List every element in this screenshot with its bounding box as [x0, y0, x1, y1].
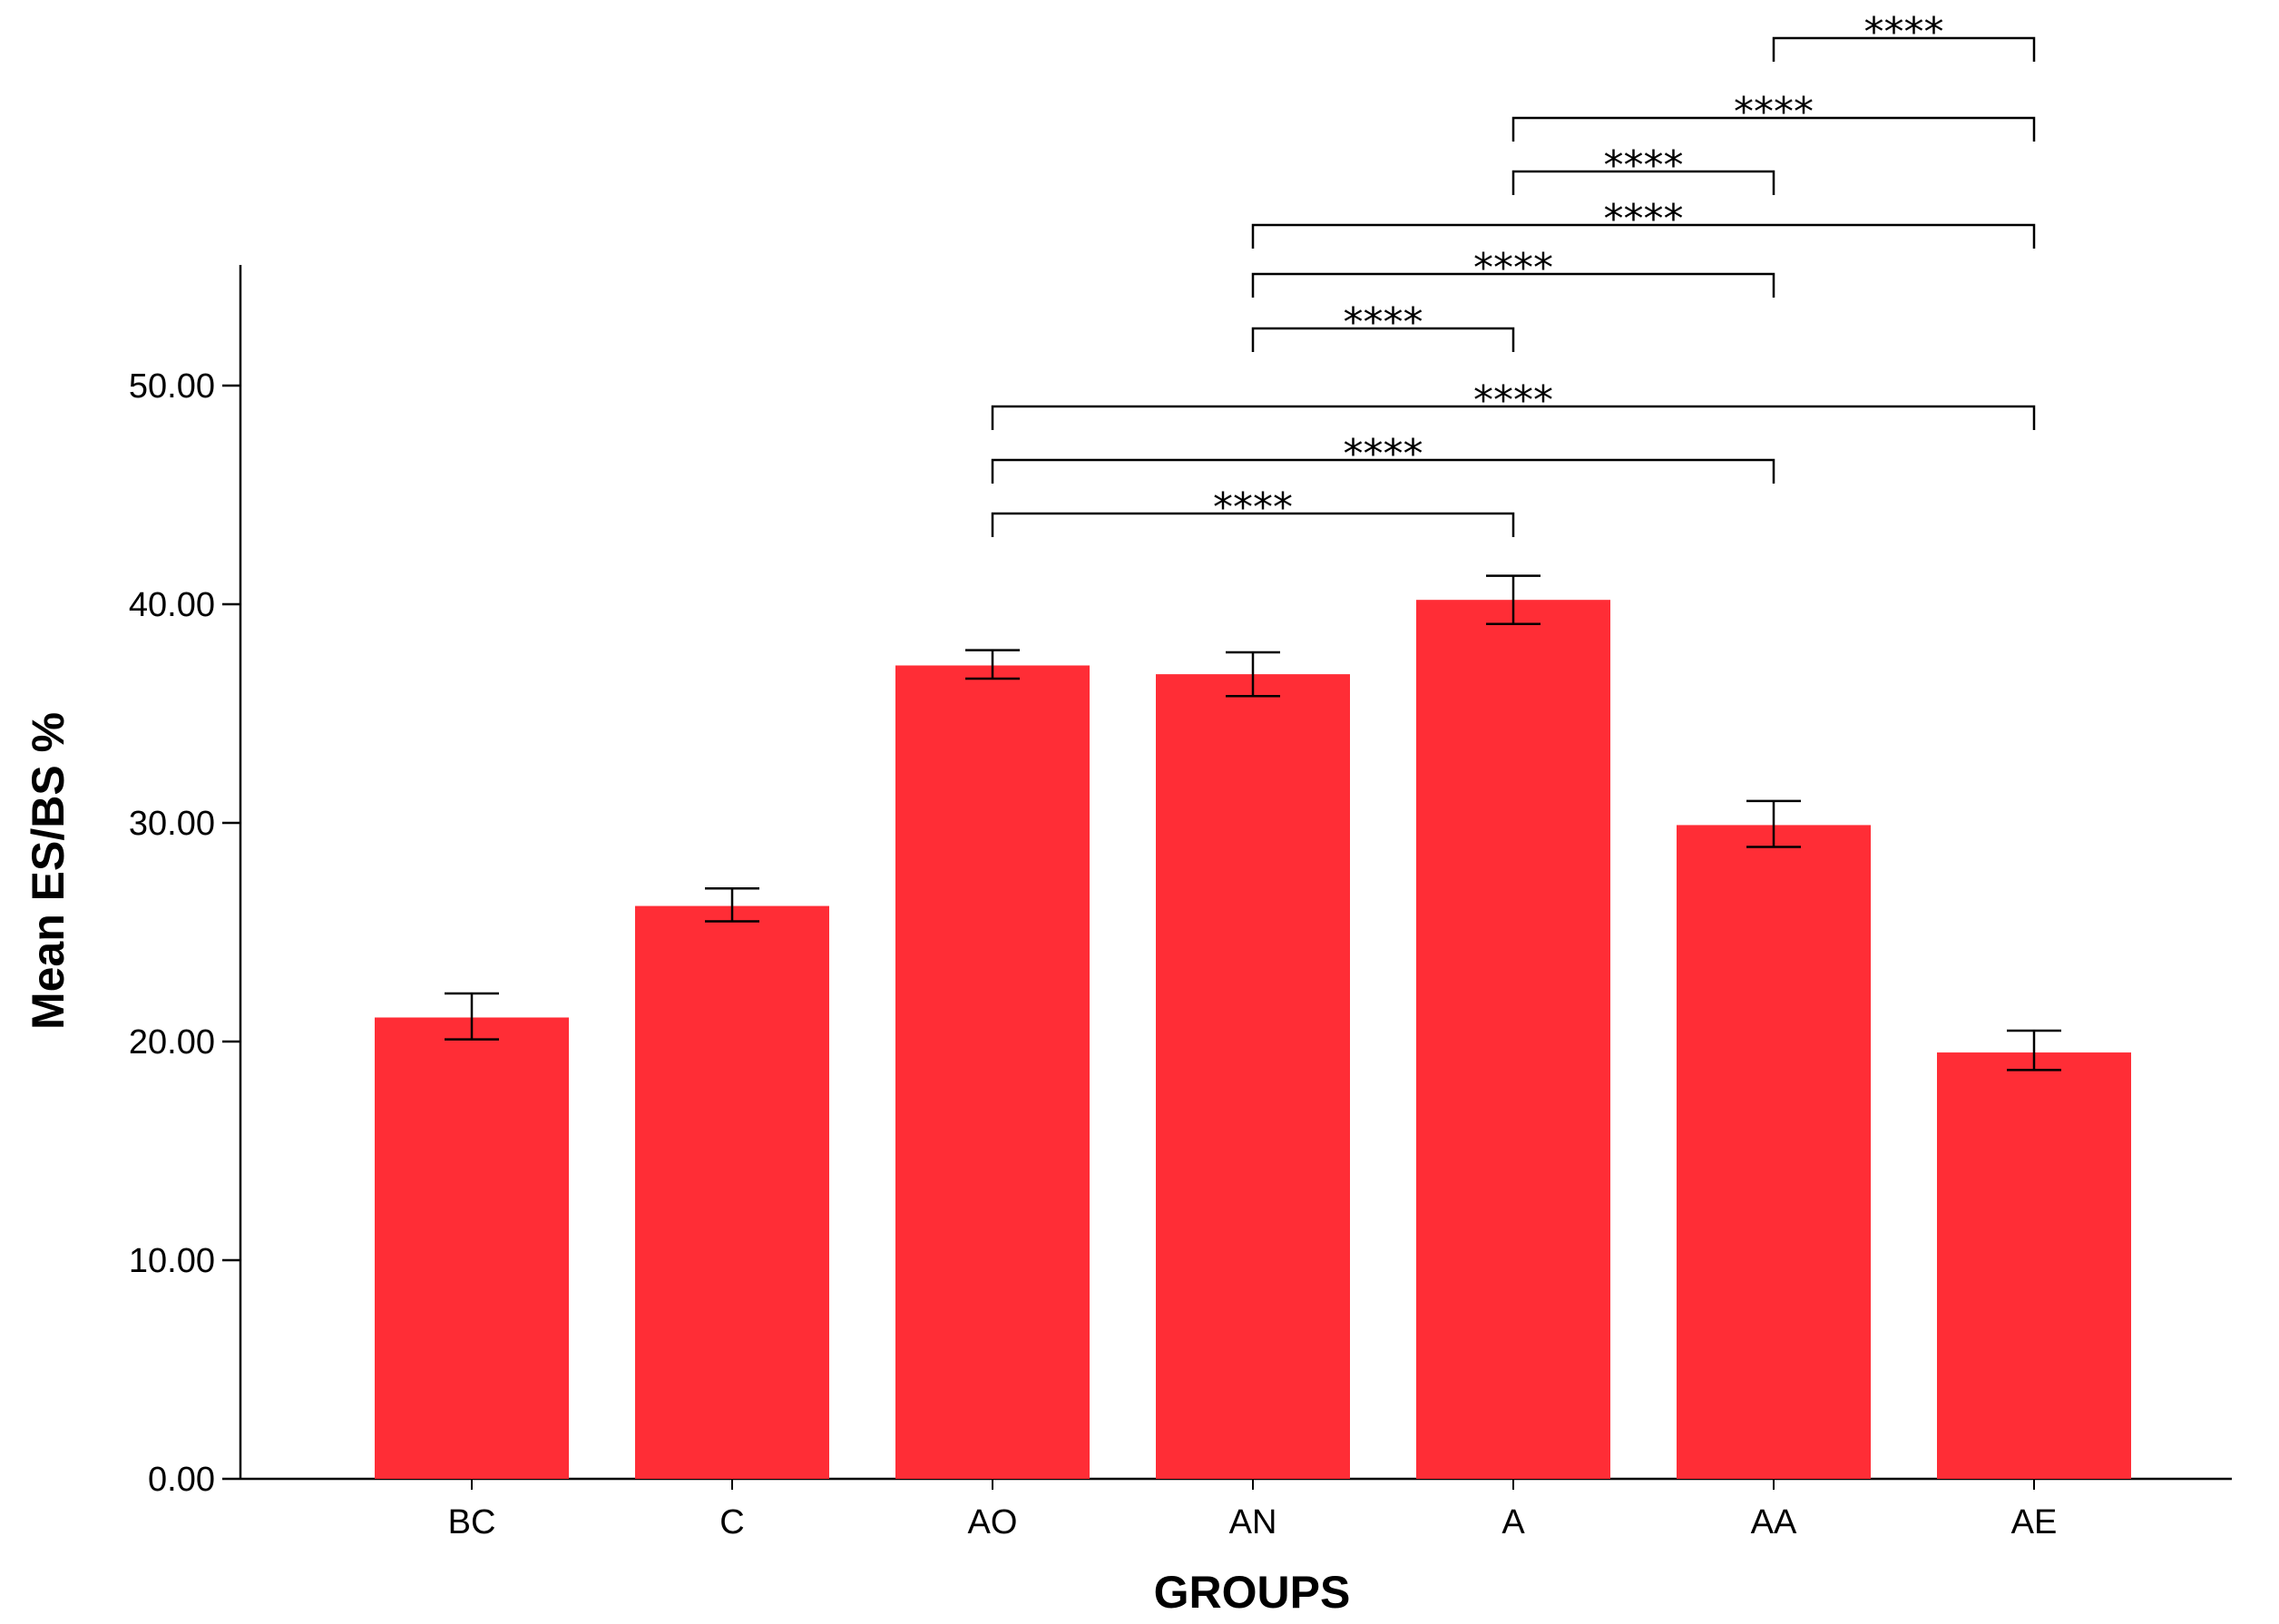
bar	[1677, 825, 1871, 1479]
significance-bracket	[1772, 36, 2036, 62]
bar	[1416, 600, 1610, 1479]
bar	[635, 905, 829, 1479]
y-ticks: 0.00 10.00 20.00 30.00 40.00 50.00	[129, 367, 240, 1499]
y-tick-label: 10.00	[129, 1242, 215, 1280]
x-tick-label: A	[1501, 1503, 1525, 1541]
x-tick-labels: BC C AO AN A AA AE	[448, 1479, 2058, 1541]
significance-bracket	[1251, 327, 1515, 352]
x-axis-title: GROUPS	[1154, 1567, 1351, 1618]
significance-bracket	[991, 405, 2036, 430]
significance-bracket	[1251, 223, 2036, 249]
significance-label: ****	[1864, 9, 1944, 55]
significance-bracket	[1511, 170, 1775, 195]
error-bars	[445, 574, 2061, 1071]
bar	[375, 1017, 569, 1479]
significance-label: ****	[1213, 484, 1293, 531]
x-tick-label: AE	[2011, 1503, 2058, 1541]
significance-brackets: **** **** **** **** **** **** **** **** ****	[991, 9, 2036, 537]
x-tick-label: C	[719, 1503, 744, 1541]
significance-bracket	[1511, 116, 2036, 142]
x-tick-label: AN	[1229, 1503, 1277, 1541]
x-tick-label: AO	[968, 1503, 1018, 1541]
significance-label: ****	[1344, 431, 1423, 477]
significance-bracket	[991, 458, 1775, 484]
significance-label: ****	[1604, 142, 1684, 189]
bars	[375, 600, 2131, 1479]
significance-label: ****	[1473, 245, 1553, 291]
bar	[1937, 1052, 2131, 1479]
y-tick-label: 40.00	[129, 586, 215, 624]
y-tick-label: 50.00	[129, 367, 215, 406]
significance-label: ****	[1473, 377, 1553, 424]
x-tick-label: BC	[448, 1503, 496, 1541]
y-tick-label: 0.00	[148, 1461, 215, 1499]
y-axis-title: Mean ES/BS %	[23, 712, 73, 1030]
significance-bracket	[991, 512, 1515, 537]
bar	[895, 665, 1090, 1479]
significance-label: ****	[1604, 196, 1684, 242]
significance-bracket	[1251, 272, 1775, 298]
bar	[1156, 674, 1350, 1479]
significance-label: ****	[1344, 299, 1423, 346]
y-tick-label: 30.00	[129, 805, 215, 843]
x-tick-label: AA	[1751, 1503, 1797, 1541]
y-tick-label: 20.00	[129, 1023, 215, 1061]
significance-label: ****	[1734, 89, 1814, 135]
